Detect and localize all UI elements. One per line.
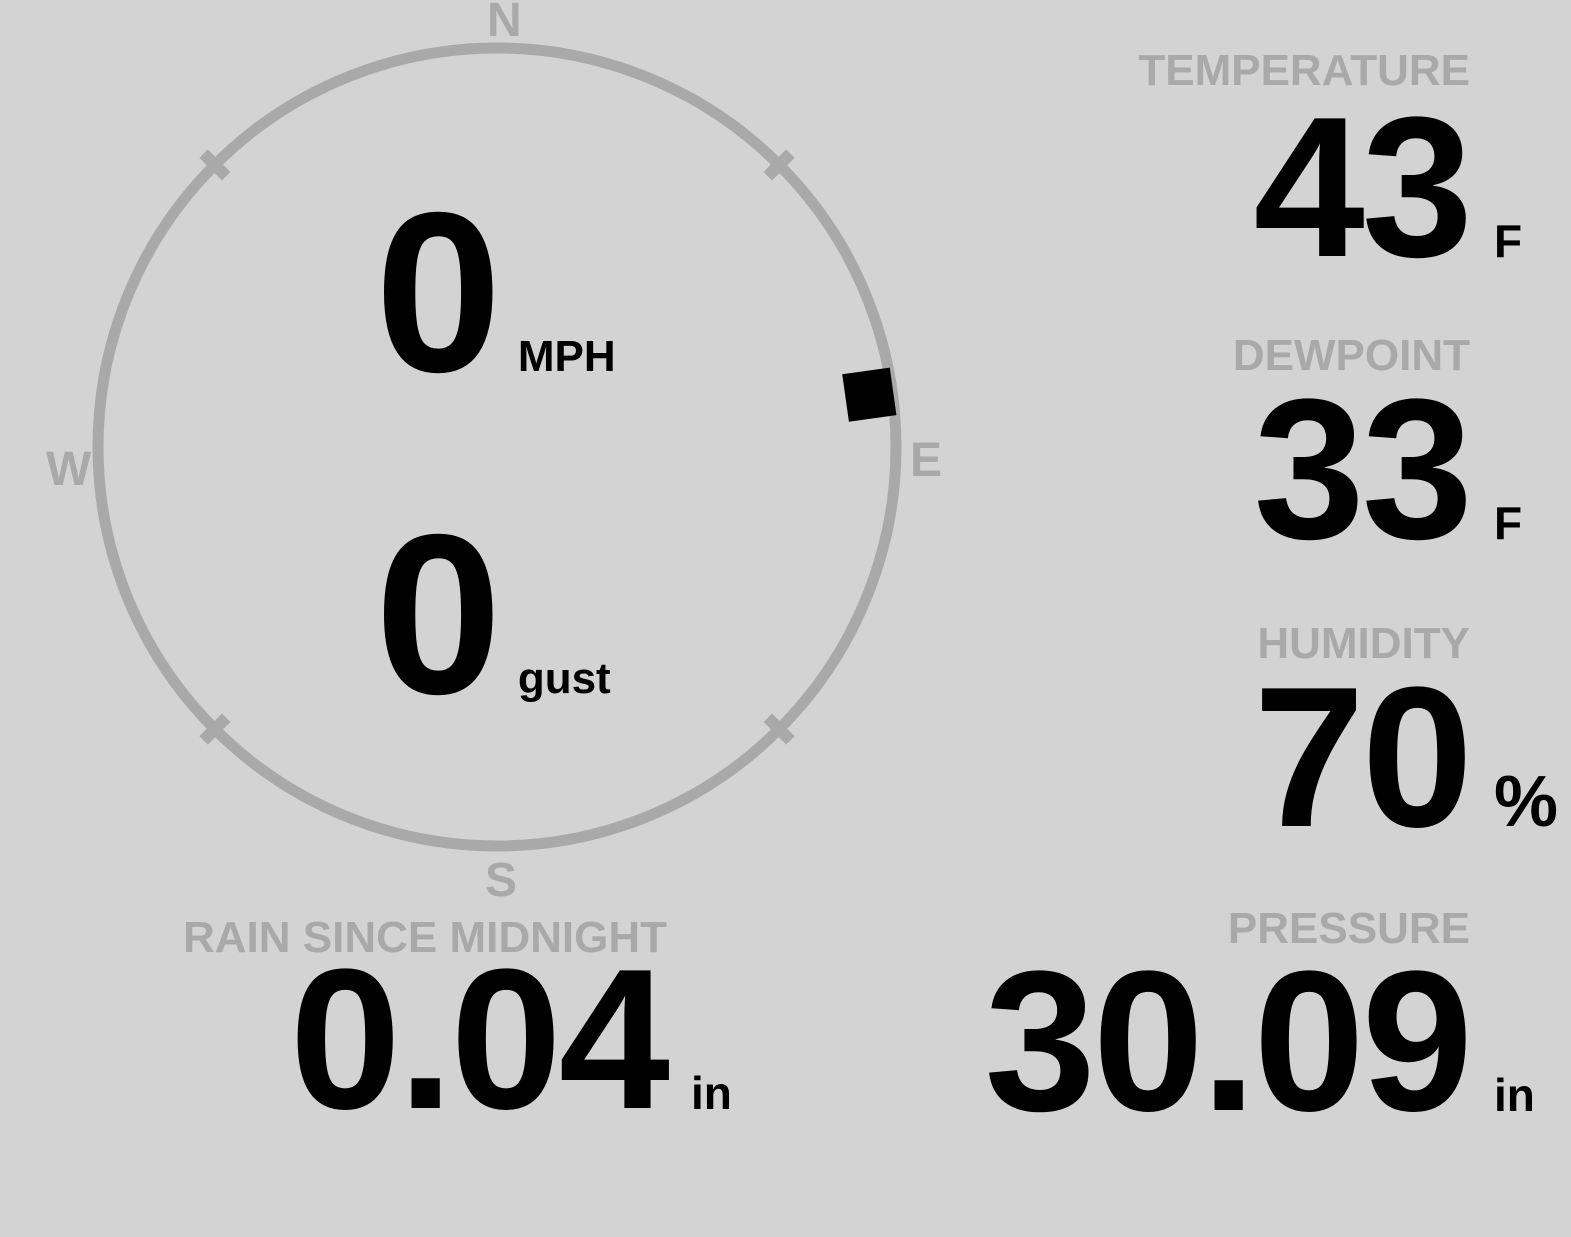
compass-west-label: W (46, 443, 92, 496)
rain-since-midnight-label: RAIN SINCE MIDNIGHT (183, 913, 667, 962)
compass-tick-se (763, 713, 795, 745)
wind-speed-unit: MPH (517, 332, 616, 381)
dewpoint-reading: 33 F (1253, 358, 1523, 581)
pressure-label: PRESSURE (1227, 904, 1470, 953)
pressure-reading: 30.09 in (984, 930, 1535, 1153)
wind-speed-value: 0 (375, 166, 502, 420)
humidity-value: 70 (1253, 646, 1473, 869)
wind-direction-marker (842, 367, 897, 422)
temperature-value: 43 (1253, 76, 1473, 299)
temperature-label: TEMPERATURE (1138, 46, 1470, 95)
pressure-unit: in (1494, 1069, 1535, 1121)
wind-speed-reading: 0 MPH (375, 179, 616, 407)
pressure-value: 30.09 (984, 930, 1473, 1153)
temperature-reading: 43 F (1253, 76, 1523, 299)
wind-gust-value: 0 (375, 488, 502, 742)
compass-tick-ne (763, 149, 795, 181)
rain-value: 0.04 (289, 928, 670, 1151)
compass-south-label: S (485, 854, 518, 907)
dewpoint-label: DEWPOINT (1232, 331, 1470, 380)
dewpoint-value: 33 (1253, 358, 1473, 581)
compass-ring (92, 42, 902, 852)
compass-tick-sw (199, 713, 231, 745)
compass-intercardinal-ticks (199, 149, 795, 745)
compass-tick-nw (199, 149, 231, 181)
compass-east-label: E (910, 434, 943, 487)
humidity-unit: % (1494, 762, 1559, 842)
wind-gust-unit: gust (517, 654, 611, 703)
humidity-reading: 70 % (1253, 646, 1559, 869)
rain-unit: in (691, 1067, 732, 1119)
rain-reading: 0.04 in (289, 928, 732, 1151)
humidity-label: HUMIDITY (1257, 619, 1470, 668)
dewpoint-unit: F (1494, 497, 1523, 549)
temperature-unit: F (1494, 215, 1523, 267)
wind-gust-reading: 0 gust (375, 501, 611, 729)
compass-north-label: N (487, 0, 522, 47)
